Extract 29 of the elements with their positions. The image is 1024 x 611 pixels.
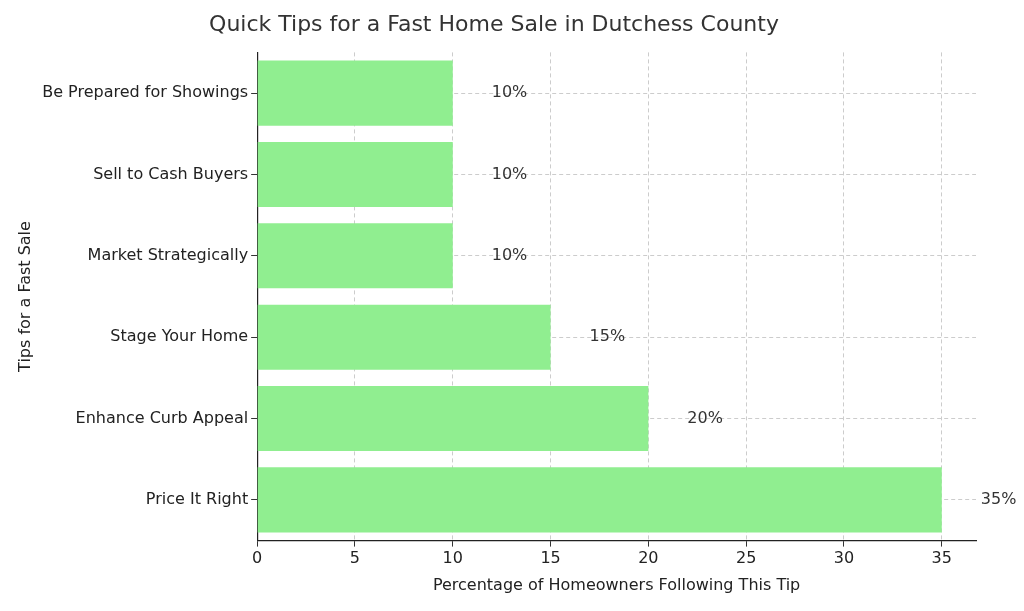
- y-axis-title: Tips for a Fast Sale: [14, 221, 34, 373]
- x-tick-label: 30: [833, 548, 855, 568]
- bar: [257, 304, 551, 370]
- bar: [257, 386, 649, 452]
- x-tick-label: 10: [442, 548, 463, 568]
- bar: [257, 223, 453, 289]
- x-tick-label: 35: [931, 548, 952, 568]
- y-tick-label: Sell to Cash Buyers: [93, 163, 249, 183]
- data-label: 20%: [687, 407, 723, 427]
- data-label: 35%: [980, 489, 1017, 509]
- data-label: 10%: [491, 244, 528, 264]
- x-tick-label: 15: [540, 548, 561, 568]
- x-tick-label: 0: [252, 548, 263, 568]
- x-tick-label: 25: [735, 548, 757, 568]
- chart-title: Quick Tips for a Fast Home Sale in Dutchess County: [209, 10, 779, 36]
- x-tick-label: 5: [349, 548, 361, 568]
- bar: [257, 60, 453, 126]
- x-tick-label: 20: [638, 548, 659, 568]
- y-tick-label: Price It Right: [145, 489, 249, 509]
- data-label: 15%: [589, 326, 626, 346]
- y-tick-label: Enhance Curb Appeal: [75, 407, 249, 427]
- bar: [257, 467, 942, 533]
- data-label: 10%: [491, 163, 528, 183]
- y-tick-label: Be Prepared for Showings: [42, 82, 249, 102]
- y-tick-label: Stage Your Home: [110, 326, 249, 346]
- data-label: 10%: [491, 82, 528, 102]
- y-tick-label: Market Strategically: [87, 244, 249, 264]
- bar: [257, 141, 453, 207]
- x-axis-title: Percentage of Homeowners Following This Tip: [432, 574, 801, 594]
